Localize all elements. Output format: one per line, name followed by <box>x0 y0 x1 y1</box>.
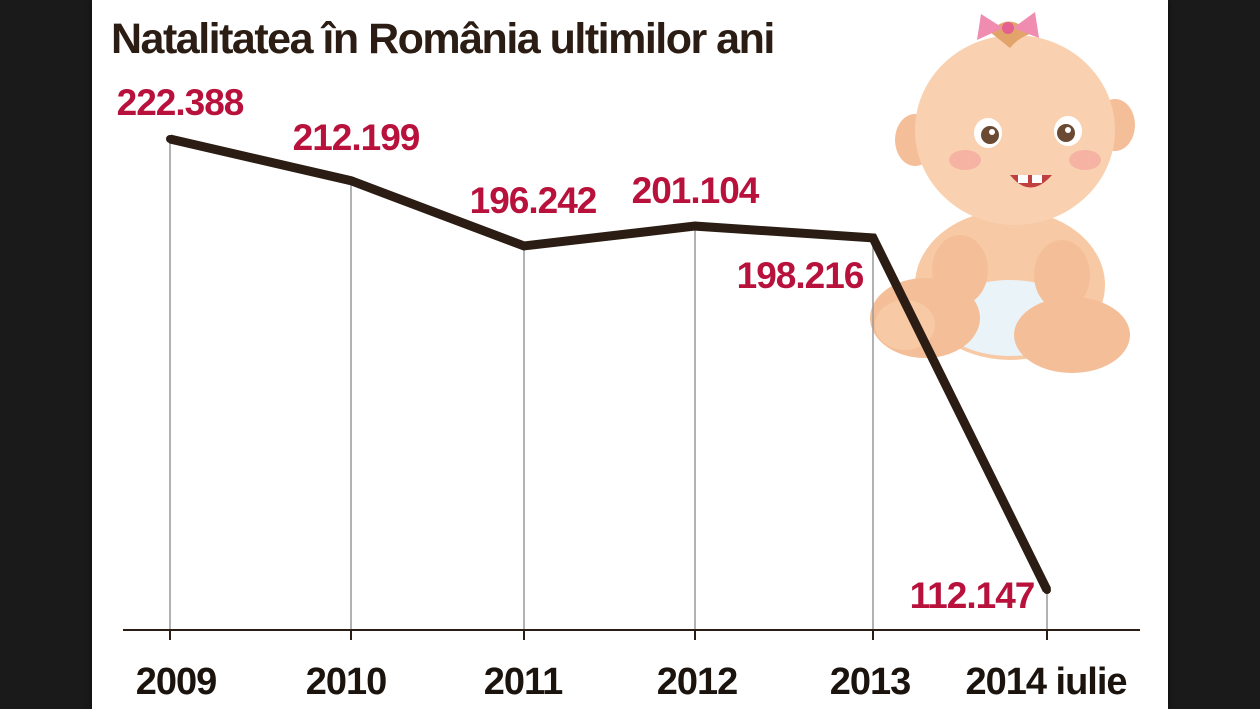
data-label-2013: 198.216 <box>737 255 864 296</box>
tick-label-2013: 2013 <box>830 661 911 703</box>
tick-label-2009: 2009 <box>136 661 217 703</box>
tick-label-2011: 2011 <box>484 661 563 703</box>
data-point-2010 <box>347 176 355 185</box>
tick-label-2014: 2014 iulie <box>965 661 1126 703</box>
data-label-2014: 112.147 <box>910 575 1035 616</box>
x-axis-tick-labels: 2009 2010 2011 2012 2013 2014 iulie <box>136 661 1128 703</box>
data-point-2011 <box>520 241 528 250</box>
data-label-2012: 201.104 <box>632 170 760 211</box>
grid-lines <box>169 139 1048 630</box>
data-point-2012 <box>691 222 699 231</box>
data-label-2010: 212.199 <box>293 117 420 158</box>
series-line-group <box>166 134 1052 594</box>
data-point-2009 <box>166 135 174 143</box>
series-line <box>168 134 1052 592</box>
chart-panel: Natalitatea în România ultimilor ani <box>92 0 1168 709</box>
data-labels: 222.388 212.199 196.242 201.104 198.216 112.1… <box>117 82 1036 616</box>
data-point-2013 <box>869 233 877 242</box>
tick-label-2010: 2010 <box>306 661 387 703</box>
chart-title: Natalitatea în România ultimilor ani <box>111 15 774 63</box>
data-label-2009: 222.388 <box>117 82 244 123</box>
data-point-2014 <box>1043 586 1051 594</box>
baby-icon <box>870 12 1135 373</box>
x-axis-tick-marks <box>169 630 1048 640</box>
tick-label-2012: 2012 <box>657 661 738 703</box>
data-label-2011: 196.242 <box>470 180 597 221</box>
